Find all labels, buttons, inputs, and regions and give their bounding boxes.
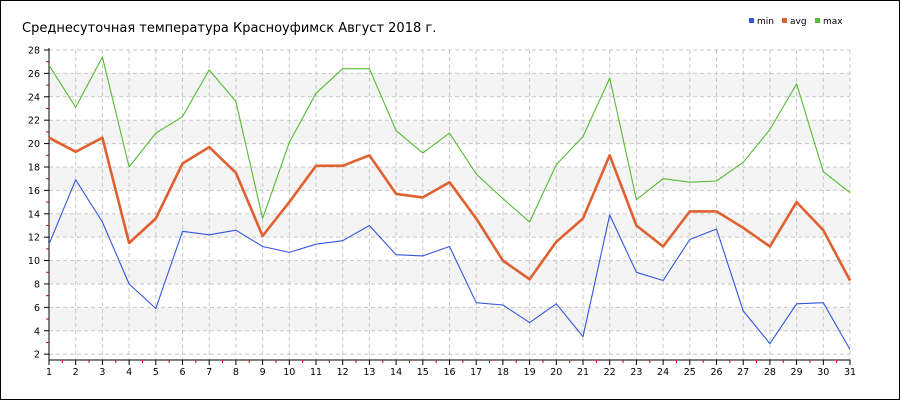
y-tick-label: 24 [28,92,40,103]
x-tick-label: 17 [470,367,482,378]
x-tick-label: 25 [684,367,696,378]
x-tick-label: 3 [99,367,105,378]
grid-lines [48,49,851,360]
y-tick-label: 26 [28,69,40,80]
x-tick-label: 5 [153,367,159,378]
y-tick-label: 20 [28,139,40,150]
y-tick-label: 8 [34,279,40,290]
series-lines [48,56,852,350]
series-line-max [48,56,851,223]
x-tick-label: 27 [737,367,749,378]
x-tick-label: 12 [337,367,349,378]
x-tick-label: 11 [310,367,322,378]
x-tick-label: 14 [390,367,402,378]
x-tick-label: 21 [577,367,589,378]
legend-swatch-max [815,18,820,23]
x-tick-label: 6 [179,367,185,378]
legend-swatch-avg [782,18,787,23]
x-tick-label: 30 [817,367,829,378]
x-tick-label: 31 [844,367,856,378]
chart-title: Среднесуточная температура Красноуфимск … [22,21,436,36]
x-tick-label: 24 [657,367,669,378]
legend-label-max: max [823,17,843,27]
x-tick-label: 26 [710,367,722,378]
y-tick-label: 28 [28,46,40,57]
series-line-min [48,179,851,350]
x-tick-label: 13 [363,367,375,378]
legend-label-avg: avg [790,17,807,27]
y-tick-label: 10 [28,256,40,267]
y-tick-label: 22 [28,116,40,127]
x-tick-label: 18 [497,367,509,378]
x-tick-label: 1 [46,367,52,378]
x-tick-label: 19 [524,367,536,378]
x-tick-label: 20 [550,367,562,378]
x-tick-label: 4 [126,367,132,378]
x-tick-label: 23 [630,367,642,378]
x-tick-label: 7 [206,367,212,378]
y-tick-label: 2 [34,350,40,361]
grid-band [49,260,850,284]
x-tick-label: 8 [233,367,239,378]
y-tick-label: 14 [28,209,40,220]
grid-band [49,120,850,144]
y-tick-label: 6 [34,303,40,314]
x-tick-label: 2 [73,367,79,378]
y-tick-label: 16 [28,186,40,197]
x-tick-label: 9 [260,367,266,378]
legend-label-min: min [757,17,774,27]
x-tick-label: 15 [417,367,429,378]
y-tick-label: 12 [28,233,40,244]
x-tick-label: 10 [283,367,295,378]
legend-swatch-min [749,18,754,23]
y-tick-label: 18 [28,162,40,173]
series-line-avg [48,136,852,282]
x-tick-label: 22 [604,367,616,378]
x-tick-label: 29 [791,367,803,378]
x-tick-label: 28 [764,367,776,378]
x-tick-label: 16 [443,367,455,378]
y-tick-label: 4 [34,326,40,337]
legend: min avg max [749,17,843,27]
